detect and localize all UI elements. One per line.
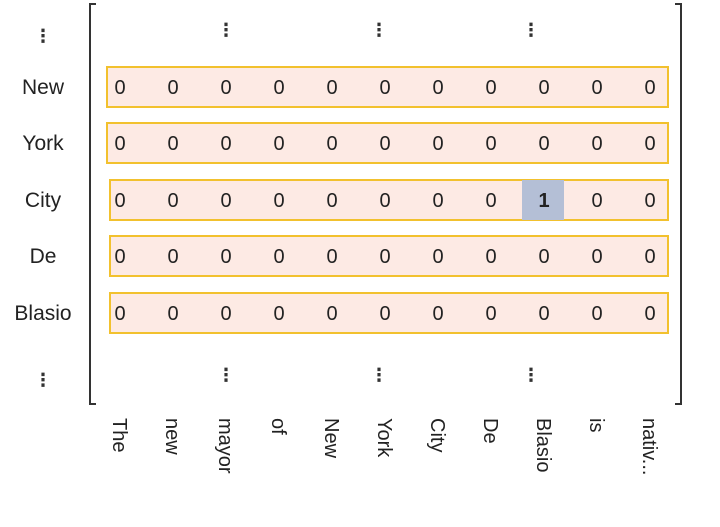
matrix-cell-value: 0 [220,190,231,212]
matrix-cell-value: 0 [538,133,549,155]
matrix-cell-value: 0 [591,77,602,99]
matrix-cell-value: 0 [220,77,231,99]
matrix-cell-value: 0 [273,133,284,155]
matrix-cell-value: 0 [114,303,125,325]
column-label: New [320,418,342,459]
matrix-cell-value: 0 [432,303,443,325]
matrix-cell-value: 0 [591,190,602,212]
matrix-cell-value: 0 [432,77,443,99]
row-label: De [30,245,57,268]
row-labels: New York City De Blasio [14,76,71,325]
matrix-cell-value: 0 [432,133,443,155]
matrix-cell-value: 0 [379,77,390,99]
ellipsis-marker: ⋮ [217,20,235,40]
matrix-cells: 0 0 0 0 0 0 0 0 0 0 0 0 0 0 0 0 0 0 0 0 0 0 0 0 0 0 0 0 0 0 1 0 0 0 0 0 0 0 0 0… [114,77,655,325]
ellipsis-marker: ⋮ [522,20,540,40]
matrix-cell-value: 0 [591,246,602,268]
matrix-row-box [109,292,669,334]
ellipsis-marker: ⋮ [217,365,235,385]
matrix-cell-value: 0 [114,190,125,212]
row-label: City [25,189,62,212]
matrix-cell-value: 0 [591,303,602,325]
matrix-cell-value: 1 [538,190,549,212]
matrix-cell-value: 0 [167,246,178,268]
matrix-cell-value: 0 [644,77,655,99]
ellipsis-marker: ⋮ [522,365,540,385]
matrix-cell-value: 0 [379,246,390,268]
column-label: The [108,418,130,452]
row-label: York [22,132,64,155]
matrix-cell-value: 0 [167,133,178,155]
column-label: mayor [214,418,236,474]
right-matrix-bracket [675,3,682,405]
matrix-cell-value: 0 [485,133,496,155]
ellipsis-marker: ⋮ [34,26,52,46]
matrix-cell-value: 0 [326,303,337,325]
matrix-cell-value: 0 [114,133,125,155]
matrix-cell-value: 0 [167,190,178,212]
matrix-row-box [109,235,669,277]
column-label: York [373,418,395,458]
matrix-cell-value: 0 [326,77,337,99]
column-label: Blasio [532,418,554,472]
matrix-cell-value: 0 [167,77,178,99]
column-label: De [479,418,501,444]
matrix-cell-value: 0 [114,246,125,268]
matrix-cell-value: 0 [114,77,125,99]
matrix-cell-value: 0 [485,303,496,325]
matrix-cell-value: 0 [485,77,496,99]
column-label: nativ... [638,418,660,475]
row-boxes [106,66,669,334]
column-label: new [161,418,183,455]
matrix-cell-value: 0 [326,246,337,268]
matrix-cell-value: 0 [326,190,337,212]
row-label: New [22,76,65,99]
matrix-cell-value: 0 [220,303,231,325]
matrix-cell-value: 0 [591,133,602,155]
matrix-cell-value: 0 [644,303,655,325]
matrix-cell-value: 0 [379,190,390,212]
highlighted-cell [522,180,564,220]
matrix-cell-value: 0 [167,303,178,325]
matrix-cell-value: 0 [538,77,549,99]
ellipsis-markers: ⋮ ⋮ ⋮ ⋮ ⋮ ⋮ ⋮ ⋮ [34,20,540,390]
matrix-cell-value: 0 [326,133,337,155]
matrix-cell-value: 0 [273,77,284,99]
column-labels: The new mayor of New York City De Blasio is nativ.… [108,418,660,475]
matrix-row-box [109,179,669,221]
bracket-line [89,3,96,405]
matrix-cell-value: 0 [379,133,390,155]
left-matrix-bracket [89,3,96,405]
matrix-cell-value: 0 [379,303,390,325]
column-label: of [267,418,289,435]
ellipsis-marker: ⋮ [370,365,388,385]
ellipsis-marker: ⋮ [370,20,388,40]
matrix-cell-value: 0 [485,190,496,212]
column-label: City [426,418,448,452]
matrix-cell-value: 0 [644,133,655,155]
matrix-cell-value: 0 [485,246,496,268]
matrix-cell-value: 0 [273,246,284,268]
matrix-cell-value: 0 [538,246,549,268]
matrix-cell-value: 0 [644,246,655,268]
matrix-cell-value: 0 [432,190,443,212]
matrix-cell-value: 0 [432,246,443,268]
matrix-cell-value: 0 [644,190,655,212]
matrix-cell-value: 0 [273,190,284,212]
ellipsis-marker: ⋮ [34,370,52,390]
matrix-cell-value: 0 [273,303,284,325]
matrix-cell-value: 0 [220,133,231,155]
matrix-cell-value: 0 [220,246,231,268]
bracket-line [675,3,682,405]
matrix-row-box [106,122,669,164]
column-label: is [585,418,607,432]
matrix-row-box [106,66,669,108]
matrix-cell-value: 0 [538,303,549,325]
row-label: Blasio [14,302,71,325]
